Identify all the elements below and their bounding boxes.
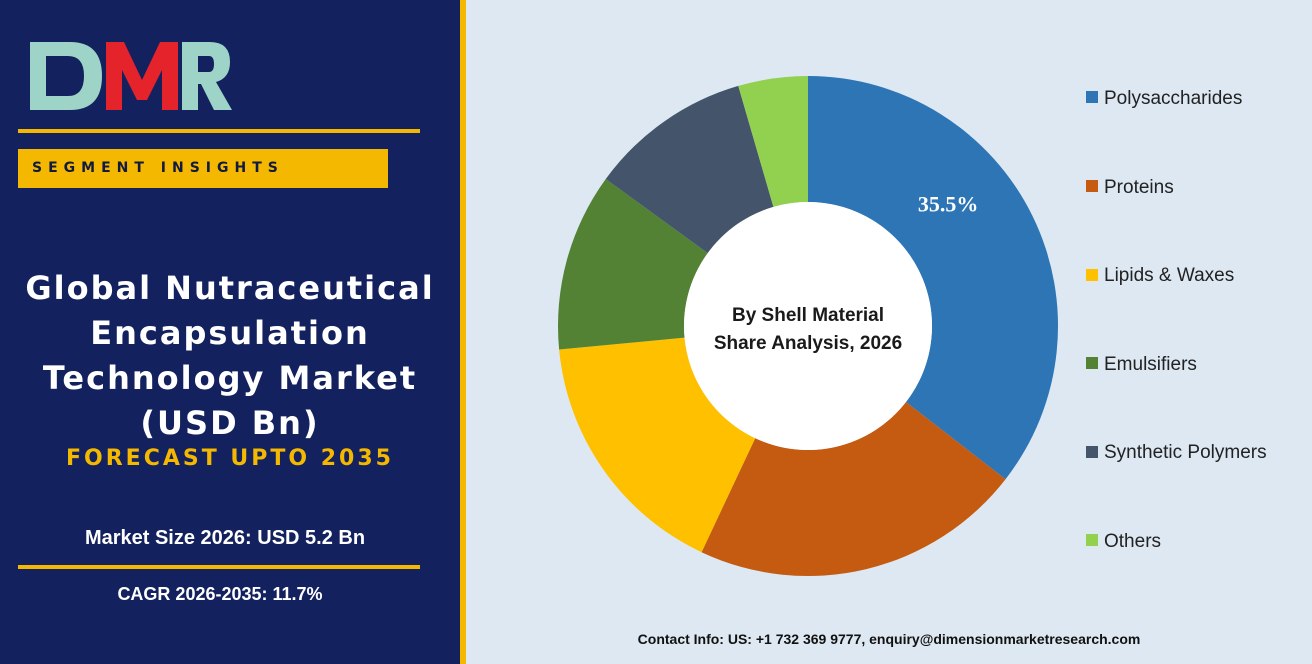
cagr-stat: CAGR 2026-2035: 11.7%	[117, 584, 323, 604]
left-info-panel	[0, 0, 460, 664]
report-title: Global Nutraceutical Encapsulation Techn…	[25, 269, 435, 442]
data-label-polysaccharides: 35.5%	[918, 191, 979, 216]
center-label-line-1: By Shell Material	[732, 305, 884, 326]
legend-swatch	[1086, 268, 1098, 281]
contact-info: Contact Info: US: +1 732 369 9777, enqui…	[637, 631, 1141, 647]
legend-item-proteins: Proteins	[1086, 177, 1174, 203]
donut-hole	[684, 202, 932, 450]
legend-swatch	[1086, 534, 1098, 547]
legend-label: Synthetic Polymers	[1104, 442, 1267, 464]
legend-swatch	[1086, 357, 1098, 370]
legend-item-lipids-waxes: Lipids & Waxes	[1086, 265, 1234, 291]
legend-swatch	[1086, 91, 1098, 104]
legend-label: Emulsifiers	[1104, 353, 1197, 375]
legend-item-polysaccharides: Polysaccharides	[1086, 88, 1242, 114]
donut-slice-emulsifiers	[558, 179, 708, 350]
legend-swatch	[1086, 180, 1098, 193]
divider-stripe	[460, 0, 466, 664]
donut-chart: 35.5% By Shell Material Share Analysis, …	[558, 76, 1059, 576]
donut-slice-others	[738, 76, 808, 207]
market-size-stat: Market Size 2026: USD 5.2 Bn	[84, 527, 366, 549]
legend-label: Lipids & Waxes	[1104, 265, 1235, 287]
legend-label: Others	[1104, 531, 1162, 552]
forecast-subtitle: FORECAST UPTO 2035	[66, 446, 394, 471]
dmr-logo	[30, 42, 232, 110]
donut-slice-polysaccharides	[808, 76, 1059, 480]
legend-swatch	[1086, 445, 1098, 458]
center-label-line-2: Share Analysis, 2026	[714, 333, 902, 354]
segment-insights-badge: SEGMENT INSIGHTS	[18, 149, 388, 188]
donut-slice-proteins	[701, 402, 1006, 576]
stats-divider	[18, 565, 420, 569]
legend-label: Proteins	[1104, 176, 1174, 198]
donut-slice-synthetic-polymers	[605, 85, 774, 254]
legend-item-synthetic-polymers: Synthetic Polymers	[1086, 442, 1267, 468]
legend-item-emulsifiers: Emulsifiers	[1086, 354, 1197, 380]
donut-slice-lipids-waxes	[559, 337, 756, 553]
logo-underline	[18, 129, 420, 133]
legend-item-others: Others	[1086, 531, 1161, 557]
legend-label: Polysaccharides	[1104, 88, 1243, 109]
